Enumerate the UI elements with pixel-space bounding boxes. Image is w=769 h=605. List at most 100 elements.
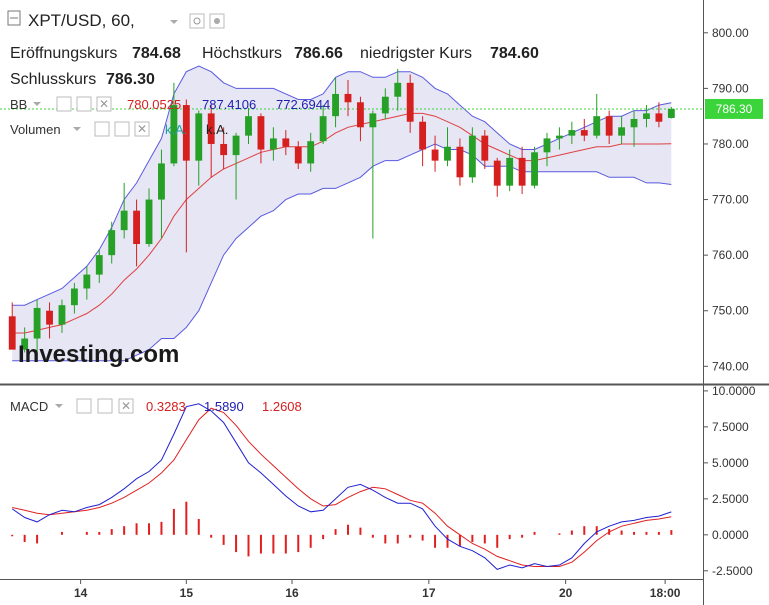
candle	[170, 82, 178, 167]
candle-body	[518, 157, 526, 186]
candle-body	[195, 113, 203, 161]
legend-header: XPT/USD, 60, Eröffnungskurs 784.68 Höchs…	[7, 10, 539, 88]
candle-body	[8, 316, 16, 350]
y-tick-label: 770.00	[712, 193, 749, 207]
candle	[655, 102, 663, 128]
candle	[95, 249, 103, 283]
candle-body	[555, 135, 563, 139]
macd-pane[interactable]	[11, 403, 673, 570]
investing-logo: Investing.com	[18, 341, 179, 368]
candle-body	[245, 116, 252, 136]
y-tick-label: 10.0000	[712, 384, 756, 398]
candle-body	[307, 141, 315, 164]
macd-signal-value: 1.2608	[262, 399, 302, 414]
candle-body	[394, 82, 402, 97]
y-tick-label: 0.0000	[712, 528, 749, 542]
candle	[481, 130, 489, 169]
y-tick-label: 800.00	[712, 26, 749, 40]
candle-body	[182, 105, 190, 161]
candle	[419, 116, 427, 167]
candle-body	[643, 113, 650, 119]
candle	[630, 110, 638, 147]
time-axis[interactable]: 14 15 16 17 20 18:00	[74, 579, 681, 600]
gear-icon[interactable]	[76, 96, 92, 112]
macd-signal-line	[12, 407, 672, 567]
candle	[543, 132, 551, 167]
volume-value-2: k.A.	[206, 122, 228, 137]
x-tick-label: 18:00	[650, 586, 681, 600]
close-icon[interactable]	[96, 96, 112, 112]
candle-body	[481, 135, 489, 161]
candle	[145, 188, 153, 247]
candle-body	[531, 152, 538, 186]
candle-body	[257, 116, 265, 150]
candle-body	[456, 146, 464, 178]
candle-body	[543, 138, 551, 153]
macd-hist-value: 0.3283	[146, 399, 186, 414]
candle	[158, 149, 165, 239]
macd-axis[interactable]: 10.0000 7.5000 5.0000 2.5000 0.0000 -2.5000	[703, 384, 756, 578]
candle	[456, 138, 464, 186]
chevron-down-icon[interactable]	[170, 20, 178, 24]
price-pane[interactable]	[0, 65, 703, 362]
gear-icon[interactable]	[97, 398, 113, 414]
chevron-down-icon[interactable]	[55, 404, 63, 408]
y-tick-label: 740.00	[712, 359, 749, 373]
svg-text:✕: ✕	[137, 122, 147, 136]
price-axis[interactable]: 740.00 750.00 760.00 770.00 780.00 790.00 800.…	[703, 26, 749, 374]
candle-body	[108, 230, 116, 256]
candle	[8, 302, 16, 350]
close-icon[interactable]	[118, 398, 134, 414]
candle	[307, 132, 315, 172]
eye-icon[interactable]	[189, 13, 205, 29]
candle	[21, 327, 29, 353]
macd-legend: MACD ✕ 0.3283 1.5890 1.2608	[10, 398, 302, 414]
candle	[381, 88, 389, 119]
candle	[406, 74, 414, 133]
close-icon[interactable]	[134, 121, 150, 137]
y-tick-label: -2.5000	[712, 564, 753, 578]
candle	[195, 110, 203, 186]
candle-body	[58, 305, 66, 325]
candle	[245, 107, 252, 144]
volume-legend: Volumen ✕ k.A. k.A.	[10, 121, 228, 137]
eye-icon[interactable]	[56, 96, 72, 112]
candle	[182, 99, 190, 253]
candle	[357, 96, 364, 142]
candle-body	[493, 160, 501, 186]
eye-icon[interactable]	[94, 121, 110, 137]
candle-body	[269, 138, 277, 150]
candle	[555, 127, 563, 150]
candle-body	[444, 146, 451, 161]
bb-legend: BB ✕ 780.0525 787.4106 772.6944	[10, 96, 330, 112]
chevron-down-icon[interactable]	[33, 102, 41, 106]
high-value: 786.66	[294, 45, 343, 62]
candle	[269, 127, 277, 161]
candle-body	[630, 118, 638, 128]
svg-text:✕: ✕	[99, 97, 109, 111]
candle-body	[170, 105, 178, 164]
candle-body	[667, 108, 675, 118]
candle	[568, 121, 576, 144]
candle-body	[95, 255, 103, 275]
candle-body	[294, 146, 302, 164]
chevron-down-icon[interactable]	[73, 127, 81, 131]
candle	[220, 127, 228, 169]
candle-body	[381, 96, 389, 114]
candle	[618, 116, 626, 144]
candle-body	[419, 121, 427, 150]
y-tick-label: 2.5000	[712, 492, 749, 506]
gear-icon[interactable]	[114, 121, 130, 137]
candle	[518, 146, 526, 194]
candle-body	[344, 93, 352, 103]
candle-body	[605, 116, 613, 136]
current-price-label: 786.30	[716, 102, 753, 116]
candle-body	[158, 163, 165, 200]
candle-body	[332, 93, 339, 117]
candle	[232, 132, 240, 200]
open-value: 784.68	[132, 45, 181, 62]
eye-icon[interactable]	[76, 398, 92, 414]
candle	[493, 157, 501, 197]
close-value: 786.30	[106, 71, 155, 88]
